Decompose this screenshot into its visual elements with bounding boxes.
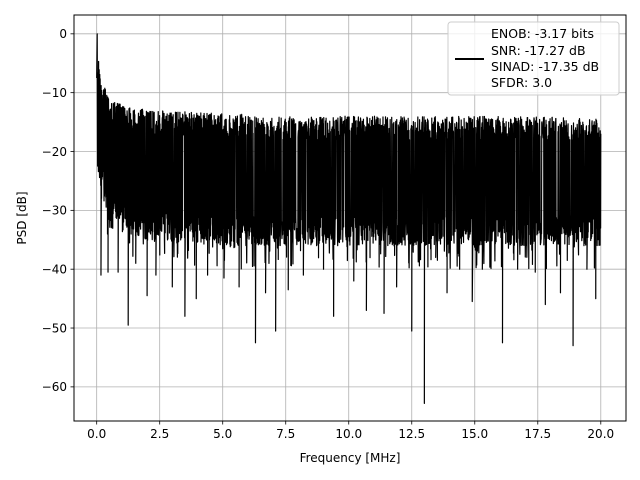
x-tick-label: 20.0 — [587, 427, 614, 441]
x-tick-label: 5.0 — [213, 427, 232, 441]
y-tick-label: −50 — [42, 321, 67, 335]
x-tick-label: 0.0 — [87, 427, 106, 441]
psd-series-line — [96, 33, 602, 404]
y-tick-label: 0 — [59, 27, 67, 41]
y-tick-label: −40 — [42, 262, 67, 276]
x-tick-label: 12.5 — [398, 427, 425, 441]
x-tick-label: 15.0 — [461, 427, 488, 441]
axes-frame — [73, 14, 627, 422]
x-tick-label: 7.5 — [276, 427, 295, 441]
x-tick-label: 17.5 — [524, 427, 551, 441]
x-tick-label: 2.5 — [150, 427, 169, 441]
x-tick-label: 10.0 — [335, 427, 362, 441]
y-axis-label: PSD [dB] — [15, 191, 29, 244]
legend-line-sinad: SINAD: -17.35 dB — [491, 59, 599, 74]
legend-line-enob: ENOB: -3.17 bits — [491, 26, 594, 41]
legend: ENOB: -3.17 bits SNR: -17.27 dB SINAD: -… — [447, 21, 620, 96]
legend-line-sfdr: SFDR: 3.0 — [491, 75, 552, 90]
plot-area — [96, 33, 602, 404]
legend-line-snr: SNR: -17.27 dB — [491, 43, 586, 58]
y-tick-label: −20 — [42, 145, 67, 159]
y-tick-label: −10 — [42, 86, 67, 100]
y-tick-label: −60 — [42, 380, 67, 394]
x-axis-label: Frequency [MHz] — [300, 451, 401, 465]
y-tick-label: −30 — [42, 204, 67, 218]
x-axis-ticks: 0.0 2.5 5.0 7.5 10.0 12.5 15.0 17.5 20.0 — [87, 421, 614, 441]
y-axis-ticks: 0 −10 −20 −30 −40 −50 −60 — [42, 27, 74, 394]
legend-box — [447, 21, 620, 96]
